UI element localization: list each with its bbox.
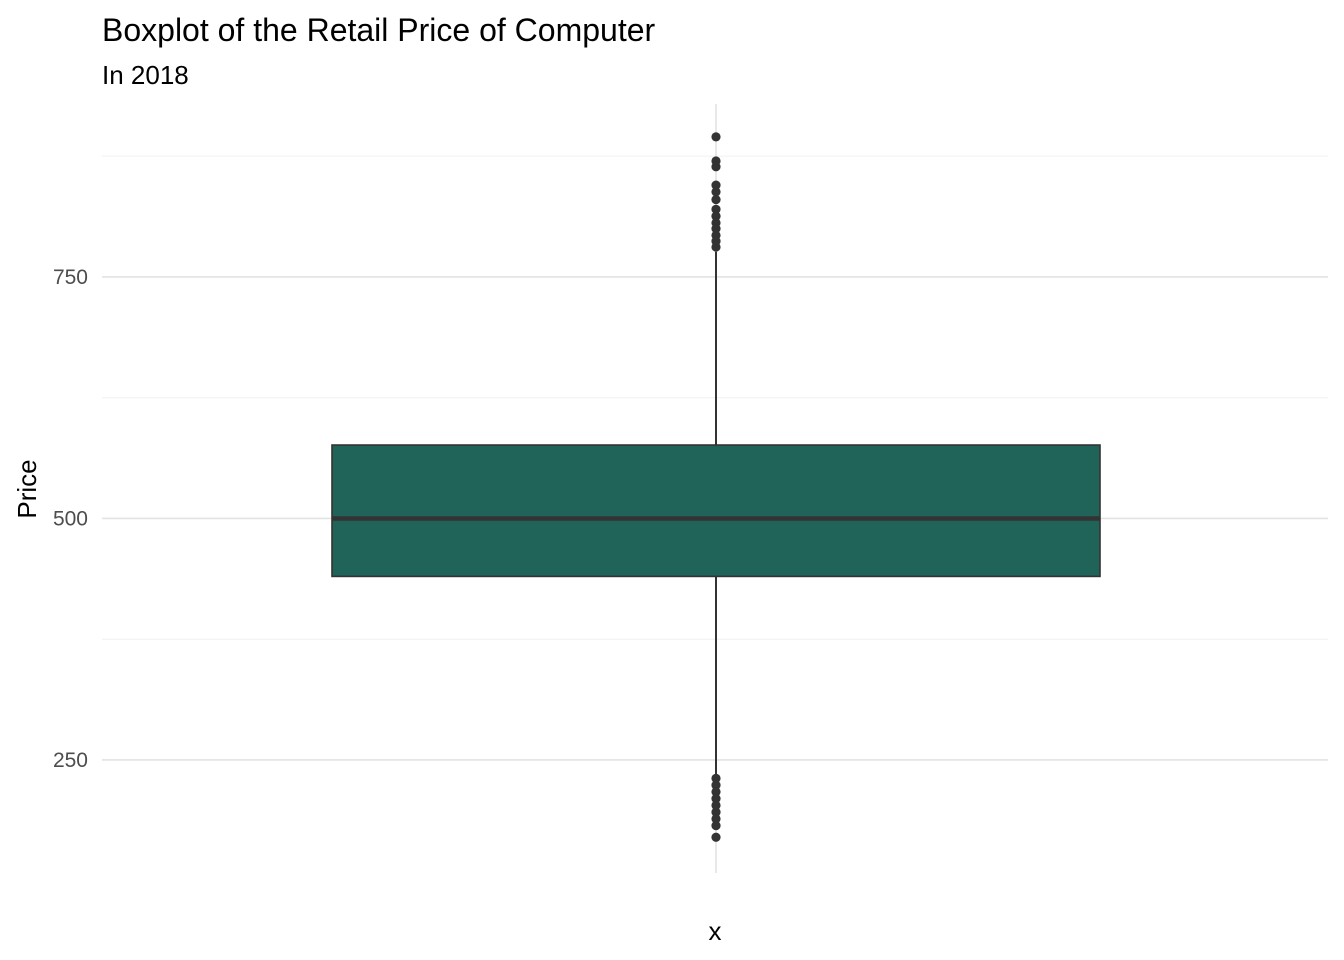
y-tick-label: 500: [53, 507, 88, 530]
outlier-point: [711, 211, 721, 221]
outlier-point: [711, 242, 721, 252]
outlier-point: [711, 773, 721, 783]
outlier-point: [711, 787, 721, 797]
outlier-point: [711, 821, 721, 831]
y-tick-label: 250: [53, 749, 88, 772]
interquartile-box: [331, 444, 1101, 578]
outlier-point: [711, 180, 721, 190]
outlier-point: [711, 807, 721, 817]
outlier-point: [711, 224, 721, 234]
y-tick-label: 750: [53, 266, 88, 289]
chart-title: Boxplot of the Retail Price of Computer: [102, 12, 656, 48]
chart-subtitle: In 2018: [102, 60, 189, 90]
outlier-point: [711, 780, 721, 790]
outlier-point: [711, 204, 721, 214]
plot-area: [331, 132, 1101, 842]
outlier-point: [711, 187, 721, 197]
outlier-point: [711, 814, 721, 824]
outlier-point: [711, 794, 721, 804]
x-axis-title: x: [709, 916, 722, 946]
outlier-point: [711, 800, 721, 810]
outlier-point: [711, 132, 721, 142]
outlier-point: [711, 832, 721, 842]
outlier-point: [711, 195, 721, 205]
y-axis-tick-labels: 250 500 750: [53, 266, 88, 772]
y-axis-title: Price: [12, 459, 42, 518]
outlier-point: [711, 162, 721, 172]
